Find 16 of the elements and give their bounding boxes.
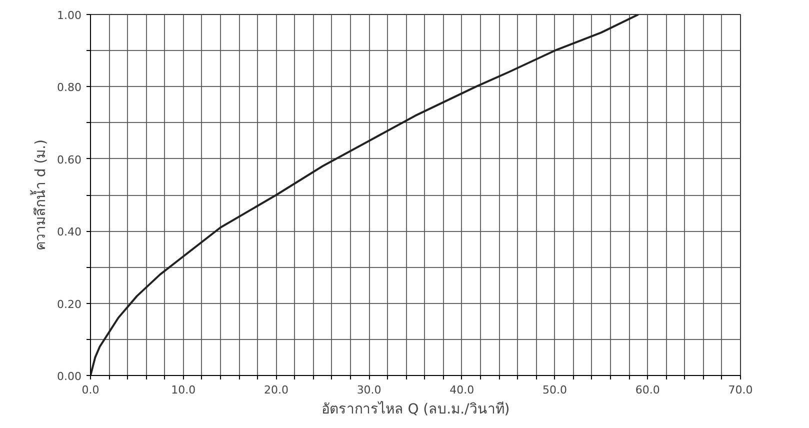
x-tick-label: 20.0	[264, 384, 288, 396]
x-tick-label: 40.0	[450, 384, 474, 396]
y-tick-label: 0.80	[57, 81, 82, 94]
x-tick-label: 0.0	[82, 384, 100, 396]
x-tick-label: 50.0	[542, 384, 568, 396]
x-tick-label: 10.0	[171, 384, 196, 396]
x-axis-title: อัตราการไหล Q (ลบ.ม./วินาที)	[321, 400, 510, 418]
y-tick-label: 0.20	[57, 298, 82, 311]
y-tick-label: 0.60	[57, 153, 82, 166]
x-tick-label: 30.0	[356, 384, 382, 396]
y-axis-title: ความลึกน้ำ d (ม.)	[30, 139, 50, 251]
y-tick-label: 1.00	[57, 9, 82, 22]
x-tick-label: 70.0	[728, 384, 753, 396]
y-tick-label: 0.00	[57, 370, 82, 383]
y-tick-label: 0.40	[57, 226, 82, 239]
x-tick-label: 60.0	[635, 384, 660, 396]
